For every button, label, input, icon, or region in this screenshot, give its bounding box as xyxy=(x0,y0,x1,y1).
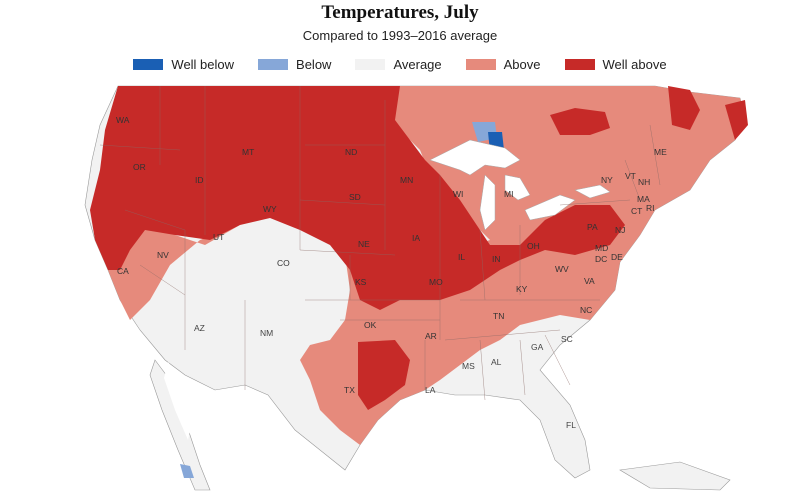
state-label-id: ID xyxy=(195,175,204,185)
state-label-va: VA xyxy=(584,276,595,286)
state-label-tx: TX xyxy=(344,385,355,395)
state-label-nm: NM xyxy=(260,328,273,338)
cuba xyxy=(619,461,731,491)
legend-label: Below xyxy=(296,57,332,72)
state-label-co: CO xyxy=(277,258,290,268)
state-label-ky: KY xyxy=(516,284,528,294)
map-subtitle: Compared to 1993–2016 average xyxy=(302,28,498,43)
state-label-in: IN xyxy=(492,254,501,264)
legend-label: Above xyxy=(503,57,541,72)
region-well-above xyxy=(90,86,625,310)
state-label-la: LA xyxy=(425,385,436,395)
state-label-nc: NC xyxy=(580,305,592,315)
region-ns-well-above xyxy=(725,100,748,140)
state-label-pa: PA xyxy=(587,222,598,232)
state-label-wy: WY xyxy=(263,204,277,214)
legend: Well below Below Average Above Well abov… xyxy=(0,57,800,72)
state-label-ri: RI xyxy=(646,203,655,213)
state-label-vt: VT xyxy=(625,171,636,181)
region-ne-well-above xyxy=(550,108,610,135)
state-label-az: AZ xyxy=(194,323,205,333)
gulf-water xyxy=(164,362,192,440)
state-label-nv: NV xyxy=(157,250,169,260)
state-label-md: MD xyxy=(595,243,608,253)
legend-label: Well above xyxy=(602,57,667,72)
state-label-ar: AR xyxy=(425,331,437,341)
temperature-map: WA OR ID MT ND MN WI MI NY VT NH ME MA R… xyxy=(84,85,748,491)
state-label-ma: MA xyxy=(637,194,650,204)
state-label-me: ME xyxy=(654,147,667,157)
state-label-de: DE xyxy=(611,252,623,262)
state-label-ga: GA xyxy=(531,342,544,352)
region-maritimes-well-above xyxy=(668,86,700,130)
state-label-nd: ND xyxy=(345,147,357,157)
state-label-wi: WI xyxy=(453,189,463,199)
region-baja-below xyxy=(180,464,194,478)
state-label-ne: NE xyxy=(358,239,370,249)
state-label-nh: NH xyxy=(638,177,650,187)
state-label-ms: MS xyxy=(462,361,475,371)
legend-swatch xyxy=(564,59,595,70)
state-label-ny: NY xyxy=(601,175,613,185)
state-label-ct: CT xyxy=(631,206,642,216)
state-label-dc: DC xyxy=(595,254,607,264)
state-borders xyxy=(99,86,661,401)
state-label-tn: TN xyxy=(493,311,504,321)
state-label-sc: SC xyxy=(561,334,573,344)
state-label-al: AL xyxy=(491,357,502,367)
state-label-or: OR xyxy=(133,162,146,172)
state-label-mt: MT xyxy=(242,147,254,157)
state-label-nj: NJ xyxy=(615,225,625,235)
legend-item-well-above: Well above xyxy=(564,57,667,72)
state-label-mo: MO xyxy=(429,277,443,287)
state-label-wv: WV xyxy=(555,264,569,274)
legend-swatch xyxy=(465,59,496,70)
legend-swatch xyxy=(355,59,386,70)
state-label-fl: FL xyxy=(566,420,576,430)
legend-swatch xyxy=(258,59,289,70)
legend-item-well-below: Well below xyxy=(133,57,234,72)
state-label-ok: OK xyxy=(364,320,377,330)
state-label-sd: SD xyxy=(349,192,361,202)
state-label-mn: MN xyxy=(400,175,413,185)
legend-swatch xyxy=(133,59,164,70)
state-labels: WA OR ID MT ND MN WI MI NY VT NH ME MA R… xyxy=(116,115,667,430)
map-title: Temperatures, July xyxy=(321,2,479,23)
state-label-ca: CA xyxy=(117,266,129,276)
legend-item-above: Above xyxy=(465,57,541,72)
state-label-oh: OH xyxy=(527,241,540,251)
legend-item-average: Average xyxy=(355,57,442,72)
state-label-il: IL xyxy=(458,252,465,262)
state-label-mi: MI xyxy=(504,189,513,199)
state-label-wa: WA xyxy=(116,115,130,125)
legend-label: Average xyxy=(393,57,442,72)
region-texas-well-above xyxy=(358,340,410,410)
state-label-ia: IA xyxy=(412,233,420,243)
state-label-ut: UT xyxy=(213,232,224,242)
legend-item-below: Below xyxy=(258,57,331,72)
legend-label: Well below xyxy=(171,57,235,72)
state-label-ks: KS xyxy=(355,277,367,287)
great-lakes xyxy=(429,139,611,231)
